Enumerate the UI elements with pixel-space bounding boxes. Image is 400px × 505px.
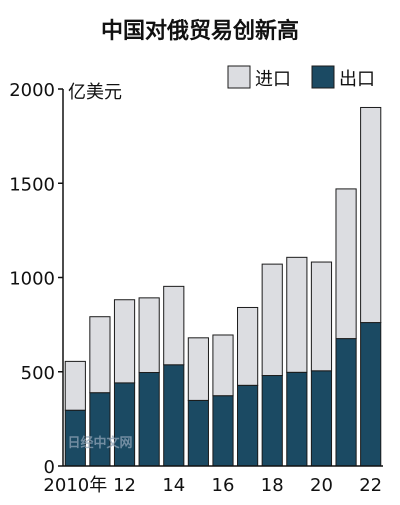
y-tick-label: 2000 <box>9 80 55 101</box>
bar-export-2018 <box>261 375 283 467</box>
x-tick-label: 20 <box>310 475 333 496</box>
chart-title: 中国对俄贸易创新高 <box>101 18 299 44</box>
bar-export-2020 <box>310 370 333 467</box>
bar-import-2013 <box>138 297 160 374</box>
y-unit-label: 亿美元 <box>68 82 122 103</box>
bar-import-2019 <box>286 256 308 373</box>
y-tick-label: 0 <box>44 457 55 478</box>
bar-import-2015 <box>187 337 209 401</box>
bar-export-2016 <box>212 395 234 467</box>
bar-export-2021 <box>335 338 357 467</box>
legend-label-import: 进口 <box>255 69 291 90</box>
bar-export-2022 <box>360 322 382 467</box>
legend-swatch-export <box>311 65 335 89</box>
bar-import-2018 <box>261 263 283 377</box>
y-axis: 0 500 1000 1500 2000 <box>9 80 64 478</box>
x-tick-label: 12 <box>113 475 136 496</box>
bar-import-2014 <box>163 285 185 366</box>
bars <box>64 106 382 467</box>
bar-import-2016 <box>212 334 234 397</box>
bar-export-2019 <box>286 371 308 467</box>
x-tick-label: 22 <box>359 475 382 496</box>
bar-import-2010 <box>64 360 86 411</box>
bar-export-2017 <box>237 384 259 467</box>
bar-export-2014 <box>163 364 185 467</box>
bar-export-2011 <box>89 392 111 467</box>
bar-import-2017 <box>237 306 259 386</box>
legend-swatch-import <box>227 65 251 89</box>
bar-export-2015 <box>187 399 209 467</box>
y-tick-label: 1500 <box>9 174 55 195</box>
legend: 进口 出口 <box>227 65 375 90</box>
bar-import-2012 <box>113 299 136 384</box>
y-tick-label: 1000 <box>9 269 55 290</box>
legend-label-export: 出口 <box>339 69 375 90</box>
bar-import-2022 <box>360 106 382 324</box>
x-tick-label: 2010年 <box>43 475 107 496</box>
y-tick-label: 500 <box>21 363 55 384</box>
bar-import-2011 <box>89 316 111 394</box>
x-tick-label: 16 <box>212 475 235 496</box>
x-tick-label: 14 <box>162 475 185 496</box>
x-axis: 2010年 12 14 16 18 20 22 <box>43 465 383 496</box>
watermark: 日经中文网 <box>67 435 132 451</box>
bar-export-2013 <box>138 372 160 467</box>
bar-import-2021 <box>335 188 357 340</box>
bar-import-2020 <box>310 261 333 372</box>
x-tick-label: 18 <box>261 475 284 496</box>
bar-export-2012 <box>113 382 136 467</box>
